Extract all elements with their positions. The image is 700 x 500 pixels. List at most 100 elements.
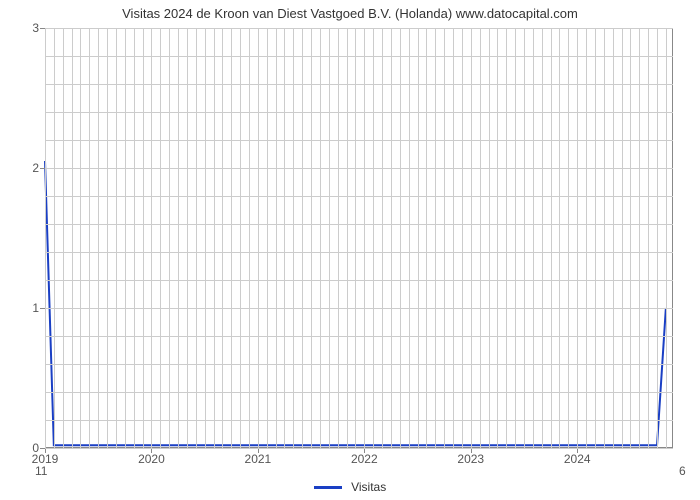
gridline-v-minor (622, 28, 623, 448)
gridline-v-minor (568, 28, 569, 448)
gridline-v-minor (382, 28, 383, 448)
gridline-h-minor (45, 112, 673, 113)
gridline-v-minor (604, 28, 605, 448)
chart-title: Visitas 2024 de Kroon van Diest Vastgoed… (0, 6, 700, 21)
gridline-v-minor (320, 28, 321, 448)
gridline-v-minor (214, 28, 215, 448)
gridline-v-minor (648, 28, 649, 448)
gridline-v-minor (355, 28, 356, 448)
gridline-v-minor (63, 28, 64, 448)
xtick-label: 2023 (457, 452, 484, 466)
gridline-v (151, 28, 152, 448)
gridline-v-minor (586, 28, 587, 448)
gridline-v-minor (639, 28, 640, 448)
gridline-v-minor (178, 28, 179, 448)
gridline-v-minor (595, 28, 596, 448)
legend-label: Visitas (351, 480, 386, 494)
gridline-v-minor (506, 28, 507, 448)
ytick-mark (40, 448, 45, 449)
gridline-v-minor (134, 28, 135, 448)
ytick-mark (40, 168, 45, 169)
ytick-mark (40, 28, 45, 29)
gridline-v (364, 28, 365, 448)
gridline-v (471, 28, 472, 448)
gridline-h-minor (45, 252, 673, 253)
gridline-h (45, 28, 673, 29)
gridline-v-minor (426, 28, 427, 448)
gridline-v-minor (205, 28, 206, 448)
gridline-v-minor (524, 28, 525, 448)
gridline-v-minor (462, 28, 463, 448)
gridline-v-minor (391, 28, 392, 448)
annotation-label: 11 (35, 464, 47, 478)
xtick-label: 2020 (138, 452, 165, 466)
gridline-v-minor (187, 28, 188, 448)
gridline-v-minor (435, 28, 436, 448)
gridline-h-minor (45, 280, 673, 281)
xtick-label: 2024 (564, 452, 591, 466)
gridline-v-minor (515, 28, 516, 448)
gridline-v-minor (276, 28, 277, 448)
xtick-label: 2022 (351, 452, 378, 466)
gridline-v-minor (630, 28, 631, 448)
gridline-v-minor (80, 28, 81, 448)
gridline-v-minor (267, 28, 268, 448)
gridline-v-minor (400, 28, 401, 448)
gridline-v-minor (489, 28, 490, 448)
gridline-v-minor (542, 28, 543, 448)
gridline-v-minor (98, 28, 99, 448)
gridline-v-minor (222, 28, 223, 448)
line-series (45, 28, 673, 448)
gridline-v-minor (125, 28, 126, 448)
gridline-h-minor (45, 84, 673, 85)
gridline-v-minor (453, 28, 454, 448)
gridline-v-minor (169, 28, 170, 448)
ytick-label: 3 (32, 21, 39, 35)
gridline-v-minor (444, 28, 445, 448)
gridline-v-minor (409, 28, 410, 448)
ytick-label: 1 (32, 301, 39, 315)
ytick-label: 2 (32, 161, 39, 175)
gridline-h (45, 448, 673, 449)
gridline-h (45, 308, 673, 309)
ytick-label: 0 (32, 441, 39, 455)
gridline-v-minor (196, 28, 197, 448)
gridline-v-minor (143, 28, 144, 448)
gridline-v-minor (89, 28, 90, 448)
gridline-v (45, 28, 46, 448)
gridline-v-minor (666, 28, 667, 448)
gridline-h (45, 168, 673, 169)
gridline-v-minor (249, 28, 250, 448)
gridline-h-minor (45, 392, 673, 393)
gridline-v-minor (240, 28, 241, 448)
gridline-v-minor (116, 28, 117, 448)
gridline-h-minor (45, 224, 673, 225)
gridline-v-minor (551, 28, 552, 448)
gridline-v-minor (613, 28, 614, 448)
legend-swatch (314, 486, 342, 489)
gridline-h-minor (45, 336, 673, 337)
gridline-v-minor (302, 28, 303, 448)
gridline-v-minor (284, 28, 285, 448)
gridline-v-minor (497, 28, 498, 448)
gridline-h-minor (45, 420, 673, 421)
gridline-v (577, 28, 578, 448)
gridline-v-minor (231, 28, 232, 448)
gridline-v-minor (54, 28, 55, 448)
gridline-h-minor (45, 364, 673, 365)
gridline-v-minor (107, 28, 108, 448)
ytick-mark (40, 308, 45, 309)
gridline-v-minor (329, 28, 330, 448)
gridline-v-minor (418, 28, 419, 448)
gridline-v-minor (293, 28, 294, 448)
gridline-v-minor (480, 28, 481, 448)
gridline-v-minor (338, 28, 339, 448)
gridline-v-minor (559, 28, 560, 448)
gridline-h-minor (45, 56, 673, 57)
gridline-v-minor (72, 28, 73, 448)
xtick-label: 2021 (245, 452, 272, 466)
gridline-h-minor (45, 196, 673, 197)
gridline-v (258, 28, 259, 448)
gridline-v-minor (533, 28, 534, 448)
gridline-h-minor (45, 140, 673, 141)
